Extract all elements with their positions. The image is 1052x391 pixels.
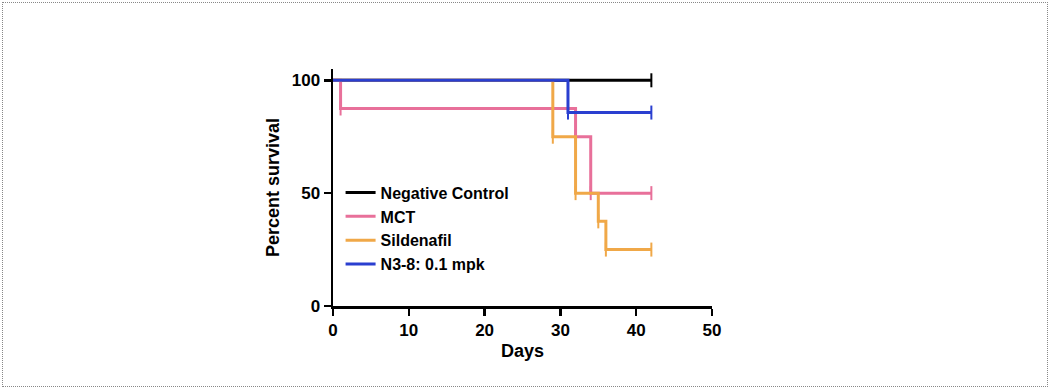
svg-text:10: 10 [399,321,418,340]
svg-text:MCT: MCT [381,209,416,226]
svg-text:50: 50 [703,321,722,340]
svg-text:20: 20 [475,321,494,340]
svg-text:N3-8: 0.1 mpk: N3-8: 0.1 mpk [381,256,485,273]
svg-text:40: 40 [627,321,646,340]
svg-text:Percent survival: Percent survival [263,118,283,257]
svg-text:Days: Days [501,341,544,361]
svg-text:Sildenafil: Sildenafil [381,232,452,249]
svg-text:Negative Control: Negative Control [381,185,509,202]
svg-text:30: 30 [551,321,570,340]
svg-text:50: 50 [301,184,320,203]
svg-text:0: 0 [311,297,320,316]
svg-text:0: 0 [328,321,337,340]
svg-text:100: 100 [292,71,320,90]
